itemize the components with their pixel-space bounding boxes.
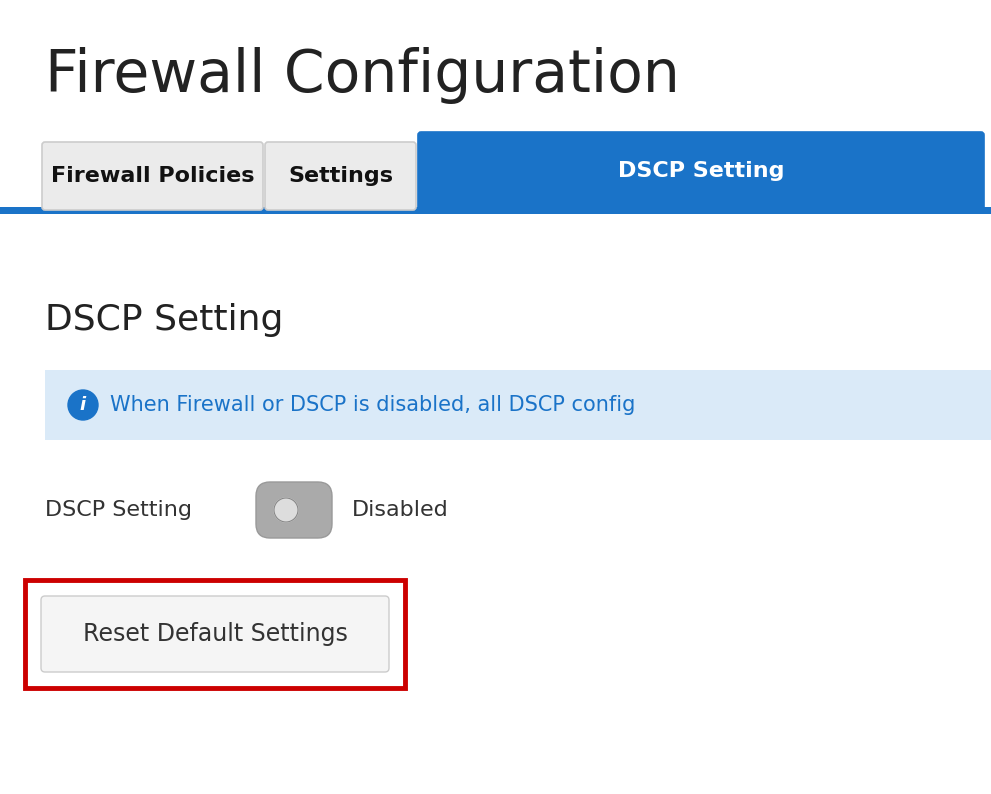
Text: Settings: Settings	[288, 166, 393, 186]
Text: Firewall Configuration: Firewall Configuration	[45, 47, 680, 103]
FancyBboxPatch shape	[418, 132, 984, 210]
Circle shape	[68, 390, 98, 420]
Text: Reset Default Settings: Reset Default Settings	[82, 622, 348, 646]
FancyBboxPatch shape	[265, 142, 416, 210]
Text: DSCP Setting: DSCP Setting	[617, 161, 784, 181]
FancyBboxPatch shape	[41, 596, 389, 672]
Bar	[0, 207, 991, 214]
FancyBboxPatch shape	[45, 370, 991, 440]
Circle shape	[274, 498, 298, 522]
Text: DSCP Setting: DSCP Setting	[45, 303, 283, 337]
FancyBboxPatch shape	[256, 482, 332, 538]
Text: Firewall Policies: Firewall Policies	[51, 166, 255, 186]
FancyBboxPatch shape	[42, 142, 263, 210]
Text: Disabled: Disabled	[352, 500, 449, 520]
Text: When Firewall or DSCP is disabled, all DSCP config: When Firewall or DSCP is disabled, all D…	[110, 395, 635, 415]
Text: DSCP Setting: DSCP Setting	[45, 500, 192, 520]
Text: i: i	[80, 396, 86, 414]
